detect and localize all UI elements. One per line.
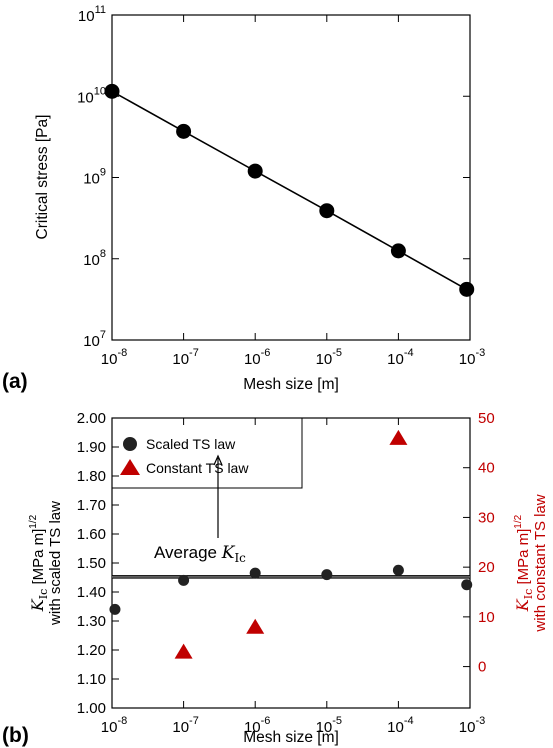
left-ylabel-line2: with scaled TS law (47, 501, 64, 626)
panel-b-right-y-axis-label: KIc [MPa m]1/2 with constant TS law (513, 494, 549, 632)
panel-a-y-tick-label: 109 (83, 167, 106, 188)
panel-b-x-tick-label: 10-8 (101, 715, 127, 736)
panel-b-left-y-tick-label: 1.30 (77, 613, 106, 630)
panel-a-x-tick-label: 10-6 (244, 347, 270, 368)
panel-b-x-tick-label: 10-3 (459, 715, 485, 736)
average-annotation: Average KIc (154, 454, 246, 565)
panel-b: 10-8 10-7 10-6 10-5 10-4 10-3 1.00 1.10 1.20 1.3… (2, 410, 549, 747)
legend-marker-constant (120, 459, 140, 475)
panel-b-right-y-tick-label: 0 (478, 659, 486, 676)
panel-a-plot-area (111, 14, 471, 341)
panel-a-y-tick-label: 108 (83, 248, 106, 269)
average-line (112, 575, 470, 579)
right-ylabel-line1: KIc [MPa m]1/2 (513, 514, 535, 612)
panel-b-right-y-tick-label: 10 (478, 609, 495, 626)
legend-marker-scaled (123, 437, 137, 451)
legend: Scaled TS law Constant TS law (111, 417, 303, 489)
panel-b-left-y-tick-label: 1.90 (77, 439, 106, 456)
panel-b-x-tick-label: 10-5 (316, 715, 342, 736)
panel-b-left-y-tick-label: 1.10 (77, 671, 106, 688)
constant-ts-data-point (246, 618, 265, 634)
panel-a-y-ticks: 107 108 109 1010 1011 (77, 4, 470, 350)
panel-a: 10-8 10-7 10-6 10-5 10-4 10-3 107108109101010… (2, 4, 485, 393)
scaled-ts-data-point-overlay (180, 576, 188, 584)
legend-label-scaled: Scaled TS law (146, 436, 236, 452)
annotation-arrow-head (213, 454, 223, 466)
panel-b-left-y-tick-label: 1.20 (77, 642, 106, 659)
average-band-fill (112, 575, 470, 579)
panel-a-x-tick-label: 10-7 (172, 347, 198, 368)
constant-ts-data-point (389, 429, 408, 445)
panel-b-right-y-tick-label: 50 (478, 410, 495, 427)
panel-b-left-y-tick-label: 1.40 (77, 584, 106, 601)
panel-b-left-y-tick-label: 1.70 (77, 497, 106, 514)
panel-a-x-axis-label: Mesh size [m] (243, 376, 339, 393)
panel-b-left-y-axis-label: KIc [MPa m]1/2 with scaled TS law (28, 501, 64, 626)
panel-a-y-tick-label: 107 (83, 329, 106, 350)
panel-a-y-axis-label: Critical stress [Pa] (34, 115, 51, 240)
panel-b-series-points (109, 429, 473, 659)
panel-a-x-tick-label: 10-5 (316, 347, 342, 368)
legend-label-constant: Constant TS law (146, 460, 249, 476)
panel-b-left-y-tick-label: 1.50 (77, 555, 106, 572)
panel-b-left-y-ticks: 1.00 1.10 1.20 1.30 1.40 1.50 1.60 1.70 1.80 1.90… (77, 410, 119, 717)
panel-b-label: (b) (2, 724, 29, 747)
panel-a-data-point (459, 281, 475, 297)
panel-b-right-y-tick-label: 40 (478, 460, 495, 477)
panel-a-y-tick-label: 1010 (77, 85, 106, 106)
panel-b-x-tick-label: 10-4 (387, 715, 413, 736)
panel-b-right-y-tick-label: 30 (478, 509, 495, 526)
scaled-ts-data-point (249, 567, 261, 579)
panel-a-x-ticks: 10-8 10-7 10-6 10-5 10-4 10-3 (101, 15, 485, 368)
panel-a-data-point (390, 243, 406, 259)
legend-box (111, 417, 303, 489)
panel-a-data-point (319, 203, 335, 219)
panel-a-x-tick-label: 10-4 (387, 347, 413, 368)
panel-a-data-point (247, 163, 263, 179)
annotation-text: Average KIc (154, 543, 246, 565)
panel-a-y-tick-label: 1011 (78, 4, 106, 25)
panel-b-x-axis-label: Mesh size [m] (243, 729, 339, 746)
scaled-ts-data-point (109, 603, 121, 615)
panel-a-data-point (176, 123, 192, 139)
left-ylabel-line1: KIc [MPa m]1/2 (28, 514, 50, 612)
panel-a-series-line (111, 90, 468, 291)
panel-b-x-tick-label: 10-7 (172, 715, 198, 736)
panel-b-x-ticks: 10-8 10-7 10-6 10-5 10-4 10-3 (101, 418, 485, 736)
panel-a-series-points (104, 83, 475, 297)
panel-b-left-y-tick-label: 1.00 (77, 700, 106, 717)
panel-a-x-tick-label: 10-3 (459, 347, 485, 368)
constant-ts-data-point (174, 643, 193, 659)
panel-a-label: (a) (2, 370, 28, 393)
scaled-ts-data-point (321, 569, 333, 581)
panel-b-x-tick-label: 10-6 (244, 715, 270, 736)
right-ylabel-line2: with constant TS law (532, 494, 549, 632)
scaled-ts-data-point (392, 564, 404, 576)
panel-a-x-tick-label: 10-8 (101, 347, 127, 368)
panel-b-right-y-ticks: 0 10 20 30 40 50 (463, 410, 495, 676)
panel-b-left-y-tick-label: 1.60 (77, 526, 106, 543)
panel-b-left-y-tick-label: 2.00 (77, 410, 106, 427)
panel-b-left-y-tick-label: 1.80 (77, 468, 106, 485)
panel-a-data-point (104, 83, 120, 99)
panel-b-right-y-tick-label: 20 (478, 559, 495, 576)
scaled-ts-data-point (461, 579, 473, 591)
